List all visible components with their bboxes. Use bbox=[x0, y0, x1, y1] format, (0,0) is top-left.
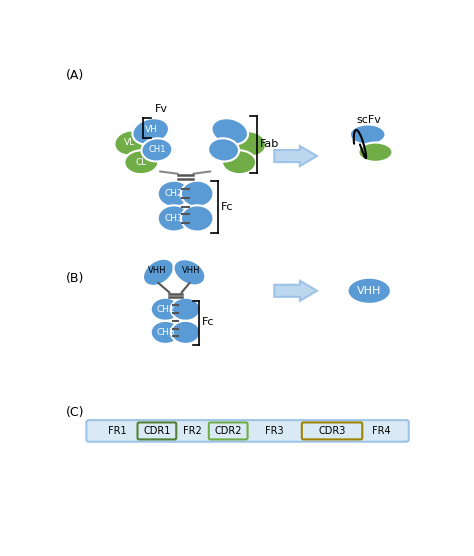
Text: VHH: VHH bbox=[182, 266, 200, 275]
Text: VHH: VHH bbox=[147, 266, 166, 275]
Ellipse shape bbox=[350, 125, 385, 145]
Text: CH3: CH3 bbox=[156, 328, 175, 337]
Text: FR3: FR3 bbox=[265, 426, 284, 436]
Ellipse shape bbox=[181, 205, 213, 231]
Ellipse shape bbox=[132, 118, 169, 145]
Ellipse shape bbox=[151, 297, 180, 321]
Text: scFv: scFv bbox=[357, 115, 382, 125]
Ellipse shape bbox=[173, 259, 205, 285]
Ellipse shape bbox=[143, 259, 174, 286]
Text: (C): (C) bbox=[65, 406, 84, 419]
Ellipse shape bbox=[358, 142, 392, 162]
Text: FR4: FR4 bbox=[372, 426, 390, 436]
Text: (B): (B) bbox=[65, 271, 84, 285]
FancyBboxPatch shape bbox=[86, 420, 409, 441]
Text: FR2: FR2 bbox=[183, 426, 202, 436]
Ellipse shape bbox=[211, 118, 248, 145]
Ellipse shape bbox=[124, 150, 158, 174]
Ellipse shape bbox=[234, 131, 266, 156]
Text: Fv: Fv bbox=[155, 105, 168, 115]
Text: VL: VL bbox=[123, 138, 135, 147]
Text: Fc: Fc bbox=[221, 202, 234, 212]
Text: CH3: CH3 bbox=[164, 214, 183, 223]
FancyBboxPatch shape bbox=[209, 423, 247, 439]
Text: CL: CL bbox=[135, 158, 146, 167]
Text: CH1: CH1 bbox=[149, 145, 166, 153]
Text: CH2: CH2 bbox=[164, 189, 183, 198]
Ellipse shape bbox=[151, 321, 180, 344]
Ellipse shape bbox=[171, 297, 201, 321]
FancyBboxPatch shape bbox=[177, 175, 194, 178]
Text: CDR3: CDR3 bbox=[319, 426, 346, 436]
FancyBboxPatch shape bbox=[137, 423, 176, 439]
Ellipse shape bbox=[347, 277, 391, 304]
Ellipse shape bbox=[158, 205, 190, 231]
Text: (A): (A) bbox=[65, 69, 84, 82]
Ellipse shape bbox=[158, 181, 190, 207]
Text: Fc: Fc bbox=[202, 317, 214, 327]
FancyBboxPatch shape bbox=[169, 295, 182, 296]
Text: Fab: Fab bbox=[260, 140, 279, 150]
Text: CH2: CH2 bbox=[156, 305, 175, 314]
FancyBboxPatch shape bbox=[302, 423, 362, 439]
Ellipse shape bbox=[181, 181, 213, 207]
Text: FR1: FR1 bbox=[108, 426, 127, 436]
Text: VHH: VHH bbox=[357, 286, 382, 296]
Polygon shape bbox=[274, 146, 317, 166]
Ellipse shape bbox=[222, 150, 256, 174]
Text: CDR1: CDR1 bbox=[143, 426, 171, 436]
Ellipse shape bbox=[141, 138, 173, 161]
Text: VH: VH bbox=[145, 125, 158, 135]
Ellipse shape bbox=[171, 321, 201, 344]
Text: CDR2: CDR2 bbox=[214, 426, 242, 436]
Polygon shape bbox=[274, 281, 317, 301]
Ellipse shape bbox=[114, 131, 147, 156]
Ellipse shape bbox=[208, 138, 239, 161]
